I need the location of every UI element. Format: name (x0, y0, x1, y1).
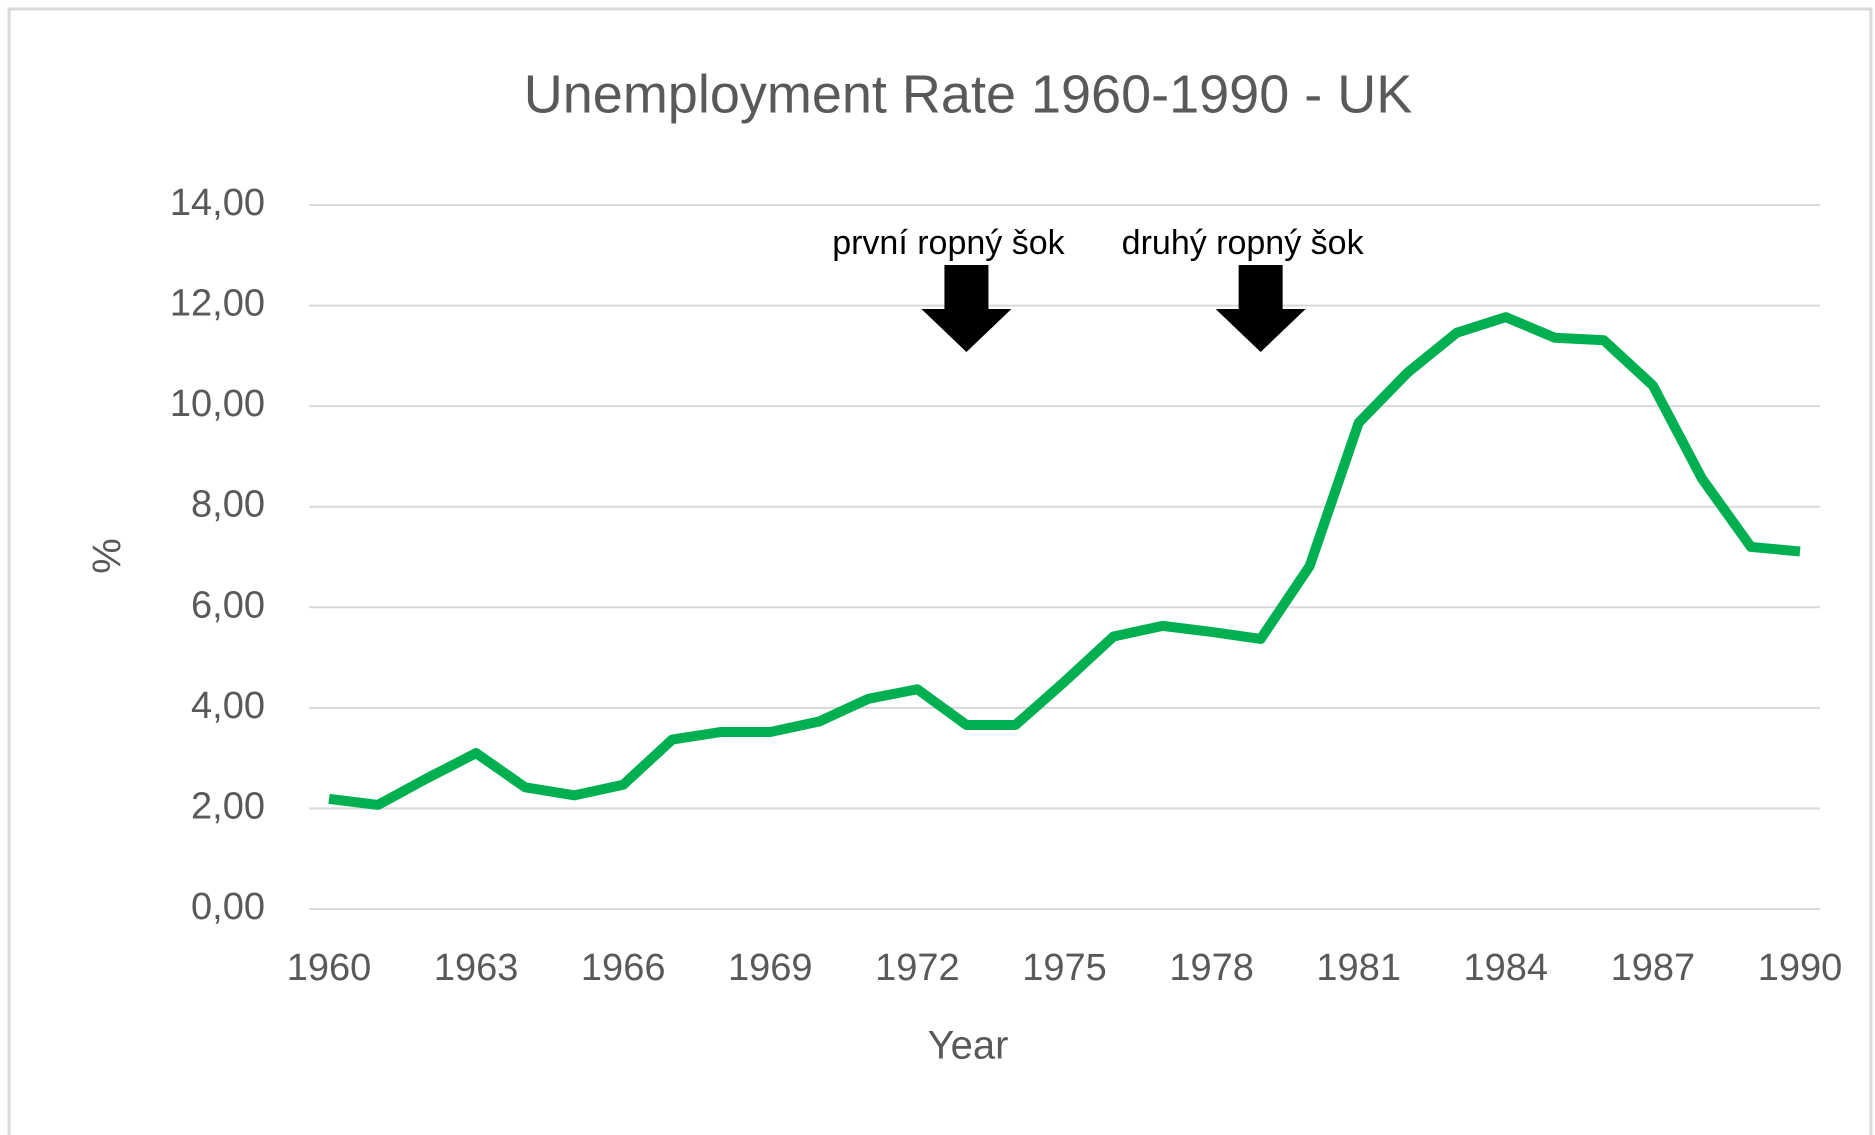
x-tick-label: 1990 (1758, 947, 1843, 989)
chart-title: Unemployment Rate 1960-1990 - UK (524, 64, 1412, 124)
chart-border (7, 7, 1873, 1135)
y-tick-label: 10,00 (170, 383, 265, 425)
x-tick-label: 1984 (1464, 947, 1549, 989)
y-tick-label: 0,00 (191, 886, 265, 928)
y-tick-label: 14,00 (170, 182, 265, 224)
x-tick-label: 1978 (1169, 947, 1254, 989)
annotation-arrow (921, 265, 1012, 352)
x-tick-label: 1987 (1611, 947, 1696, 989)
x-tick-label: 1963 (434, 947, 519, 989)
x-tick-label: 1975 (1022, 947, 1107, 989)
x-tick-label: 1969 (728, 947, 813, 989)
y-axis-label: % (86, 538, 130, 574)
annotation-arrow (1215, 265, 1306, 352)
annotation: druhý ropný šok (1122, 224, 1365, 262)
x-tick-label: 1966 (581, 947, 666, 989)
annotation: první ropný šok (832, 224, 1065, 262)
y-tick-label: 4,00 (191, 685, 265, 727)
y-tick-label: 2,00 (191, 785, 265, 827)
x-tick-label: 1960 (287, 947, 372, 989)
x-tick-label: 1972 (875, 947, 960, 989)
x-tick-label: 1981 (1316, 947, 1401, 989)
data-line (328, 312, 1801, 810)
y-tick-label: 12,00 (170, 283, 265, 325)
y-tick-label: 8,00 (191, 484, 265, 526)
x-axis-label: Year (928, 1024, 1009, 1068)
y-tick-label: 6,00 (191, 584, 265, 626)
